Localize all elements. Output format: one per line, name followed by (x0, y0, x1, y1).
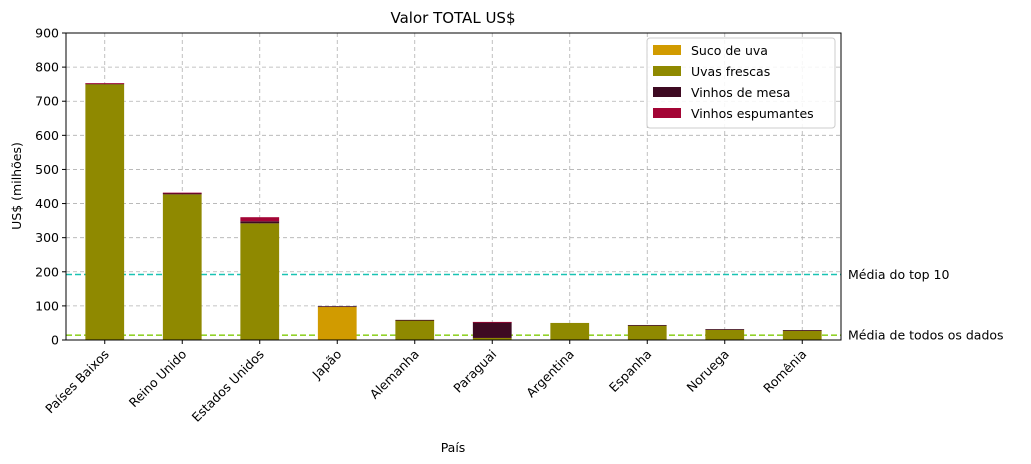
legend-swatch (653, 108, 681, 118)
y-tick-label: 200 (35, 264, 59, 279)
bar-segment (240, 217, 280, 222)
y-axis-title: US$ (milhões) (9, 142, 24, 230)
x-tick-label: Estados Unidos (189, 347, 267, 425)
bar-segment (472, 322, 512, 338)
x-tick-label: Argentina (523, 347, 577, 401)
y-tick-label: 0 (51, 333, 59, 348)
y-tick-label: 400 (35, 196, 59, 211)
bar-segment (472, 337, 512, 340)
bar-segment (705, 329, 745, 340)
legend-swatch (653, 66, 681, 76)
legend-label: Vinhos espumantes (691, 106, 814, 121)
bar-segment (162, 194, 202, 340)
bar-segment (472, 321, 512, 323)
bar-segment (782, 330, 822, 331)
x-tick-label: Japão (309, 347, 345, 383)
reference-lines: Média do top 10 Média de todos os dados (66, 267, 1004, 343)
bar-segment (782, 330, 822, 340)
chart-title: Valor TOTAL US$ (391, 9, 516, 27)
reference-line-label: Média do top 10 (848, 267, 949, 282)
bar-segment (240, 221, 280, 224)
bar-segment (85, 83, 125, 84)
y-tick-label: 800 (35, 60, 59, 75)
legend: Suco de uva Uvas frescas Vinhos de mesa Vin… (646, 37, 836, 129)
y-tick-label: 600 (35, 128, 59, 143)
bar-segment (85, 84, 125, 341)
x-tick-label: Países Baixos (42, 347, 112, 417)
reference-line-label: Média de todos os dados (848, 328, 1004, 343)
bar-segment (162, 192, 202, 195)
legend-items: Suco de uva Uvas frescas Vinhos de mesa Vin… (653, 43, 814, 121)
x-tick-label: Espanha (606, 347, 654, 395)
bar-segment (627, 325, 667, 340)
x-tick-label: Alemanha (367, 347, 422, 402)
legend-label: Suco de uva (691, 43, 768, 58)
bar-segment (627, 324, 667, 326)
y-axis-ticks: 0 100 200 300 400 500 600 700 800 900 (35, 26, 66, 348)
y-tick-label: 500 (35, 162, 59, 177)
bars (85, 83, 822, 341)
y-tick-label: 900 (35, 26, 59, 41)
x-axis-ticks: Países Baixos Reino Unido Estados Unidos Ja… (42, 340, 809, 425)
bar-segment (240, 223, 280, 340)
x-tick-label: Romênia (760, 347, 809, 396)
y-tick-label: 300 (35, 230, 59, 245)
bar-segment (395, 319, 435, 321)
legend-swatch (653, 45, 681, 55)
x-tick-label: Noruega (684, 347, 732, 395)
bar-segment (550, 322, 590, 340)
legend-label: Vinhos de mesa (691, 85, 790, 100)
x-axis-title: País (441, 440, 466, 455)
legend-swatch (653, 87, 681, 97)
y-tick-label: 700 (35, 94, 59, 109)
x-tick-label: Paraguai (450, 347, 499, 396)
plot-frame (65, 32, 842, 341)
legend-box (646, 37, 836, 129)
x-tick-label: Reino Unido (126, 347, 190, 411)
bar-segment (317, 306, 357, 340)
y-tick-label: 100 (35, 298, 59, 313)
bar-segment (162, 192, 202, 194)
legend-label: Uvas frescas (691, 64, 770, 79)
bar-segment (317, 306, 357, 308)
bar-segment (705, 329, 745, 330)
bar-segment (395, 320, 435, 340)
